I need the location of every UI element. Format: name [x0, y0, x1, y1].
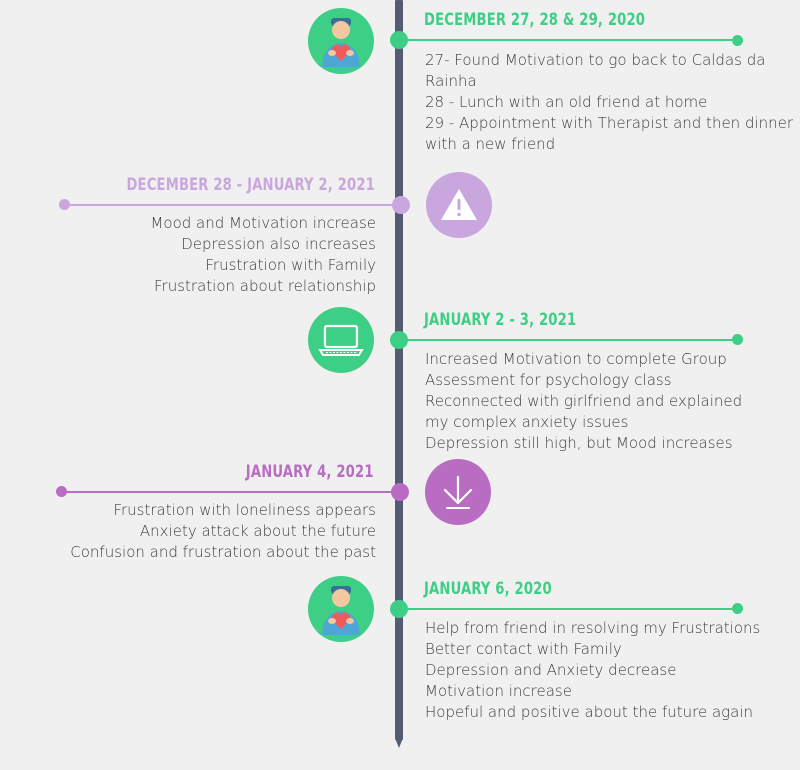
description-line: with a new friend: [425, 135, 556, 153]
person-heart-icon: [308, 8, 374, 74]
description-line: Increased Motivation to complete Group: [425, 350, 727, 368]
laptop-icon: [308, 307, 374, 373]
axis-node-dot: [392, 196, 410, 214]
down-arrow-icon: [425, 459, 491, 525]
description-line: Assessment for psychology class: [425, 371, 672, 389]
description-line: 29 - Appointment with Therapist and then…: [425, 114, 794, 132]
connector-end-dot: [732, 334, 743, 345]
description-line: Help from friend in resolving my Frustra…: [425, 619, 761, 637]
connector-end-dot: [732, 603, 743, 614]
axis-node-dot: [390, 31, 408, 49]
connector-end-dot: [56, 486, 67, 497]
event-description: Mood and Motivation increase Depression …: [150, 213, 376, 297]
description-line: Hopeful and positive about the future ag…: [425, 703, 754, 721]
event-date: DECEMBER 28 - JANUARY 2, 2021: [126, 175, 375, 195]
event-date: JANUARY 2 - 3, 2021: [424, 310, 577, 330]
connector-line: [399, 608, 738, 610]
description-line: Depression still high, but Mood increase…: [425, 434, 733, 452]
connector-end-dot: [732, 35, 743, 46]
description-line: Anxiety attack about the future: [139, 522, 376, 540]
event-date: JANUARY 6, 2020: [424, 579, 552, 599]
description-line: Better contact with Family: [425, 640, 622, 658]
description-line: Frustration with Family: [205, 256, 376, 274]
description-line: Frustration with loneliness appears: [113, 501, 376, 519]
event-description: Increased Motivation to complete Group A…: [425, 349, 742, 454]
description-line: Rainha: [425, 72, 477, 90]
axis-node-dot: [391, 483, 409, 501]
event-description: Help from friend in resolving my Frustra…: [425, 618, 760, 723]
person-heart-icon: [308, 576, 374, 642]
axis-node-dot: [390, 331, 408, 349]
description-line: Confusion and frustration about the past: [70, 543, 376, 561]
connector-end-dot: [59, 199, 70, 210]
event-description: Frustration with loneliness appears Anxi…: [70, 500, 376, 563]
axis-node-dot: [390, 600, 408, 618]
connector-line: [399, 339, 738, 341]
connector-line: [61, 491, 400, 493]
description-line: my complex anxiety issues: [425, 413, 629, 431]
event-description: 27- Found Motivation to go back to Calda…: [425, 50, 793, 155]
timeline-axis-tip: [395, 738, 403, 748]
description-line: 28 - Lunch with an old friend at home: [425, 93, 708, 111]
description-line: Frustration about relationship: [154, 277, 376, 295]
description-line: Reconnected with girlfriend and explaine…: [425, 392, 743, 410]
description-line: Mood and Motivation increase: [150, 214, 376, 232]
description-line: Depression and Anxiety decrease: [425, 661, 677, 679]
warning-icon: [426, 172, 492, 238]
description-line: Depression also increases: [181, 235, 376, 253]
event-date: DECEMBER 27, 28 & 29, 2020: [424, 10, 646, 30]
connector-line: [64, 204, 400, 206]
event-date: JANUARY 4, 2021: [246, 462, 374, 482]
timeline-axis: [395, 0, 403, 740]
description-line: Motivation increase: [425, 682, 572, 700]
description-line: 27- Found Motivation to go back to Calda…: [425, 51, 766, 69]
connector-line: [399, 39, 738, 41]
